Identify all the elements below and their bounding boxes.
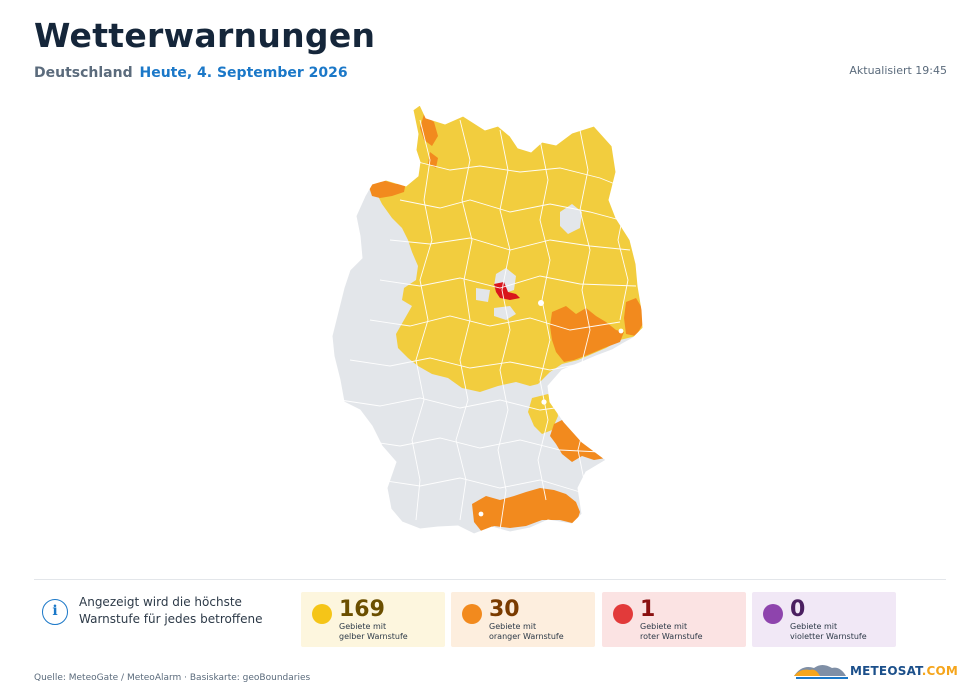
updated-timestamp: Aktualisiert 19:45 bbox=[849, 64, 947, 77]
yellow-dot-icon bbox=[312, 604, 332, 624]
map-region-red[interactable] bbox=[494, 282, 520, 300]
page-title: Wetterwarnungen bbox=[34, 16, 376, 55]
divider bbox=[34, 579, 946, 580]
stat-count: 0 bbox=[790, 597, 806, 622]
stat-label-line2: oranger Warnstufe bbox=[489, 632, 564, 641]
stat-label-line2: violetter Warnstufe bbox=[790, 632, 867, 641]
orange-dot-icon bbox=[462, 604, 482, 624]
subtitle: Deutschland Heute, 4. September 2026 bbox=[34, 65, 348, 81]
stat-label: Gebiete mit oranger Warnstufe bbox=[489, 622, 564, 642]
stat-label: Gebiete mit violetter Warnstufe bbox=[790, 622, 867, 642]
info-icon: i bbox=[42, 599, 68, 625]
source-credit: Quelle: MeteoGate / MeteoAlarm · Basiska… bbox=[34, 673, 311, 683]
stat-label-line1: Gebiete mit bbox=[640, 622, 688, 631]
stat-label: Gebiete mit gelber Warnstufe bbox=[339, 622, 408, 642]
info-text: Angezeigt wird die höchste Warnstufe für… bbox=[79, 595, 263, 630]
stat-count: 169 bbox=[339, 597, 385, 622]
logo-suffix: .COM bbox=[921, 664, 959, 678]
date-label: Heute, 4. September 2026 bbox=[139, 65, 348, 81]
stat-card-red: 1 Gebiete mit roter Warnstufe bbox=[602, 592, 746, 647]
map-region-yellow[interactable] bbox=[376, 100, 660, 392]
stat-label-line1: Gebiete mit bbox=[790, 622, 838, 631]
stat-card-orange: 30 Gebiete mit oranger Warnstufe bbox=[451, 592, 595, 647]
stat-label-line2: gelber Warnstufe bbox=[339, 632, 408, 641]
logo-main: METEO bbox=[850, 664, 898, 678]
stat-card-violet: 0 Gebiete mit violetter Warnstufe bbox=[752, 592, 896, 647]
meteosat-logo-icon[interactable] bbox=[792, 658, 952, 682]
germany-warning-map[interactable] bbox=[320, 100, 660, 545]
stat-label-line1: Gebiete mit bbox=[339, 622, 387, 631]
logo-accent: SAT bbox=[897, 664, 922, 678]
logo-text[interactable]: METEOSAT.COM bbox=[850, 664, 958, 678]
stat-count: 30 bbox=[489, 597, 520, 622]
stat-count: 1 bbox=[640, 597, 656, 622]
red-dot-icon bbox=[613, 604, 633, 624]
violet-dot-icon bbox=[763, 604, 783, 624]
country-label: Deutschland bbox=[34, 65, 133, 81]
stat-label-line1: Gebiete mit bbox=[489, 622, 537, 631]
stat-card-yellow: 169 Gebiete mit gelber Warnstufe bbox=[301, 592, 445, 647]
stat-label-line2: roter Warnstufe bbox=[640, 632, 703, 641]
stat-label: Gebiete mit roter Warnstufe bbox=[640, 622, 703, 642]
